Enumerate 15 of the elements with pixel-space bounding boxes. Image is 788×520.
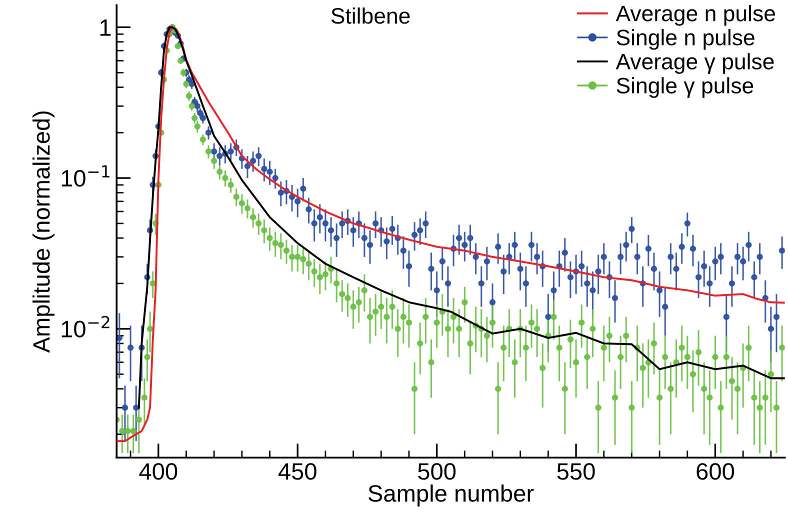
y-tick-label: 1 <box>100 20 111 36</box>
legend-label: Single n pulse <box>616 29 754 50</box>
y-tick-label: 10$^{−2}$ <box>62 316 110 338</box>
x-axis-title: Sample number <box>368 484 534 506</box>
legend-label: Average γ pulse <box>616 53 774 74</box>
y-axis-title: Amplitude (normalized) <box>32 111 54 353</box>
x-tick-label: 500 <box>418 463 456 480</box>
legend-label: Average n pulse <box>616 5 775 26</box>
legend-label: Single γ pulse <box>616 77 754 98</box>
x-tick-label: 450 <box>278 463 316 480</box>
x-tick-label: 600 <box>696 463 734 480</box>
chart-title: Stilbene <box>331 7 410 24</box>
y-tick-label: 10$^{−1}$ <box>62 165 110 187</box>
x-tick-label: 400 <box>139 463 178 480</box>
x-tick-label: 550 <box>557 463 595 480</box>
